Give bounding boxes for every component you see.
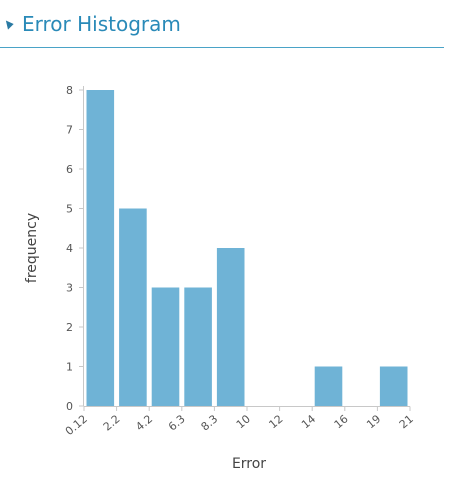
y-tick-label: 8 [66,84,73,97]
y-tick-label: 3 [66,282,73,295]
y-tick-label: 2 [66,321,73,334]
x-axis-label: Error [232,456,266,472]
histogram-bar[interactable] [151,287,180,407]
y-tick-label: 7 [66,124,73,137]
x-tick-label: 21 [397,412,416,431]
x-tick-label: 19 [364,412,383,431]
histogram-bar[interactable] [119,208,147,407]
collapse-triangle-icon[interactable] [2,18,14,30]
x-tick-label: 0.12 [63,412,90,438]
x-axis-ticks: 0.12 2.2 4.2 6.3 8.3 10 12 14 16 19 21 [63,406,416,438]
x-tick-label: 12 [266,412,285,431]
bars-group [86,90,408,407]
histogram-bar[interactable] [86,90,115,406]
y-axis-label: frequency [24,213,40,283]
x-tick-label: 10 [234,412,253,431]
y-tick-label: 6 [66,163,73,176]
x-tick-label: 6.3 [166,412,188,433]
y-tick-label: 5 [66,203,73,216]
x-tick-label: 14 [299,412,318,431]
y-axis-ticks: 0 1 2 3 4 5 6 7 8 [66,84,84,413]
x-tick-label: 16 [332,412,351,431]
y-tick-label: 1 [66,361,73,374]
section-header: Error Histogram [0,0,444,48]
histogram-bar[interactable] [184,287,212,407]
y-tick-label: 0 [66,400,73,413]
histogram-bar[interactable] [216,248,245,406]
histogram-bar[interactable] [314,366,343,407]
x-tick-label: 2.2 [101,412,123,433]
x-tick-label: 4.2 [133,412,155,433]
section-title: Error Histogram [22,12,181,36]
histogram-bar[interactable] [379,366,408,407]
x-tick-label: 8.3 [199,412,221,433]
y-tick-label: 4 [66,242,73,255]
